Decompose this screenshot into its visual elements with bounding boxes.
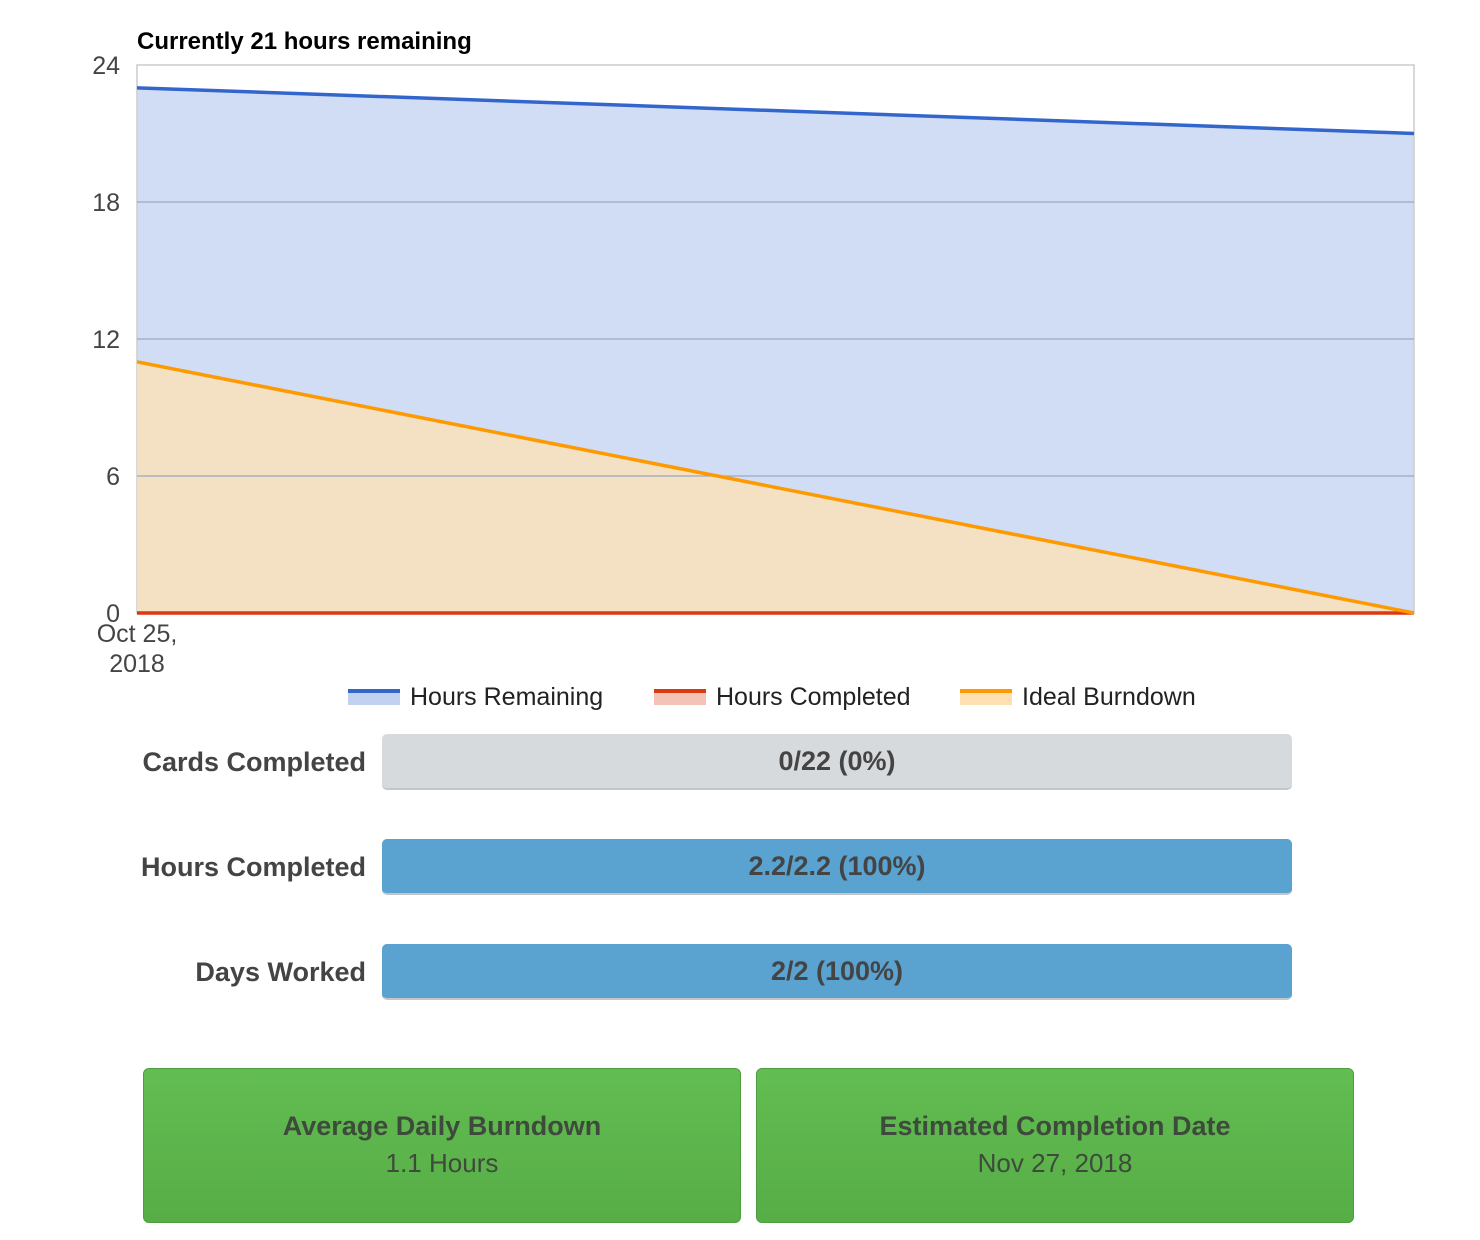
legend-label: Hours Completed	[716, 682, 911, 711]
legend-swatch-ideal-burndown	[960, 689, 1012, 705]
burndown-chart: 0 6 12 18 24 Oct 25,2018	[92, 52, 1415, 678]
stat-title: Estimated Completion Date	[879, 1111, 1231, 1141]
x-tick-label: 2018	[109, 650, 165, 678]
progress-label: Cards Completed	[142, 747, 366, 777]
progress-bar-cards: 0/22 (0%)	[382, 734, 1292, 790]
progress-row-days-worked: Days Worked 2/2 (100%)	[0, 944, 1480, 1000]
y-tick-label: 12	[92, 326, 120, 354]
y-tick-label: 0	[106, 600, 120, 628]
series-line-0	[136, 86, 1415, 136]
progress-row-hours-completed: Hours Completed 2.2/2.2 (100%)	[0, 839, 1480, 895]
legend-item-hours-completed[interactable]: Hours Completed	[654, 680, 911, 714]
progress-label: Days Worked	[195, 957, 366, 987]
progress-fill	[382, 944, 1292, 998]
y-tick-label: 24	[92, 52, 120, 80]
progress-row-cards-completed: Cards Completed 0/22 (0%)	[0, 734, 1480, 790]
legend-swatch-hours-remaining	[348, 689, 400, 705]
stat-value: Nov 27, 2018	[977, 1148, 1133, 1178]
y-tick-label: 18	[92, 189, 120, 217]
stat-title: Average Daily Burndown	[282, 1111, 602, 1141]
legend-label: Ideal Burndown	[1022, 682, 1196, 711]
stat-card-estimated-completion: Estimated Completion Date Nov 27, 2018	[756, 1068, 1354, 1223]
y-tick-label: 6	[106, 463, 120, 491]
legend-label: Hours Remaining	[410, 682, 604, 711]
stat-card-average-daily-burndown: Average Daily Burndown 1.1 Hours	[143, 1068, 741, 1223]
progress-bar-days: 2/2 (100%)	[382, 944, 1292, 1000]
progress-text: 0/22 (0%)	[778, 746, 896, 776]
progress-bar-hours: 2.2/2.2 (100%)	[382, 839, 1292, 895]
legend-item-hours-remaining[interactable]: Hours Remaining	[348, 680, 603, 714]
progress-fill	[382, 839, 1292, 893]
chart-title: Currently 21 hours remaining	[137, 28, 472, 55]
progress-text: 2/2 (100%)	[770, 956, 904, 986]
legend-item-ideal-burndown[interactable]: Ideal Burndown	[960, 680, 1196, 714]
progress-text: 2.2/2.2 (100%)	[748, 851, 926, 881]
legend-swatch-hours-completed	[654, 689, 706, 705]
stat-value: 1.1 Hours	[385, 1148, 499, 1178]
chart-legend: Hours Remaining Hours Completed Ideal Bu…	[0, 680, 1480, 714]
x-tick-label: Oct 25,	[97, 620, 178, 648]
series-line-2	[136, 360, 1415, 615]
progress-label: Hours Completed	[140, 852, 366, 882]
